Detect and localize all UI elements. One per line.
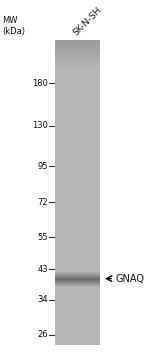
Text: 26: 26: [37, 330, 48, 339]
Text: MW
(kDa): MW (kDa): [2, 16, 25, 36]
Text: 34: 34: [37, 295, 48, 304]
Text: 55: 55: [38, 233, 48, 242]
Text: 43: 43: [37, 265, 48, 274]
Text: 95: 95: [38, 162, 48, 171]
Text: 72: 72: [37, 198, 48, 207]
Text: 130: 130: [32, 121, 48, 130]
Text: 180: 180: [32, 79, 48, 88]
Text: SK-N-SH: SK-N-SH: [71, 5, 103, 37]
Text: GNAQ: GNAQ: [116, 274, 145, 284]
